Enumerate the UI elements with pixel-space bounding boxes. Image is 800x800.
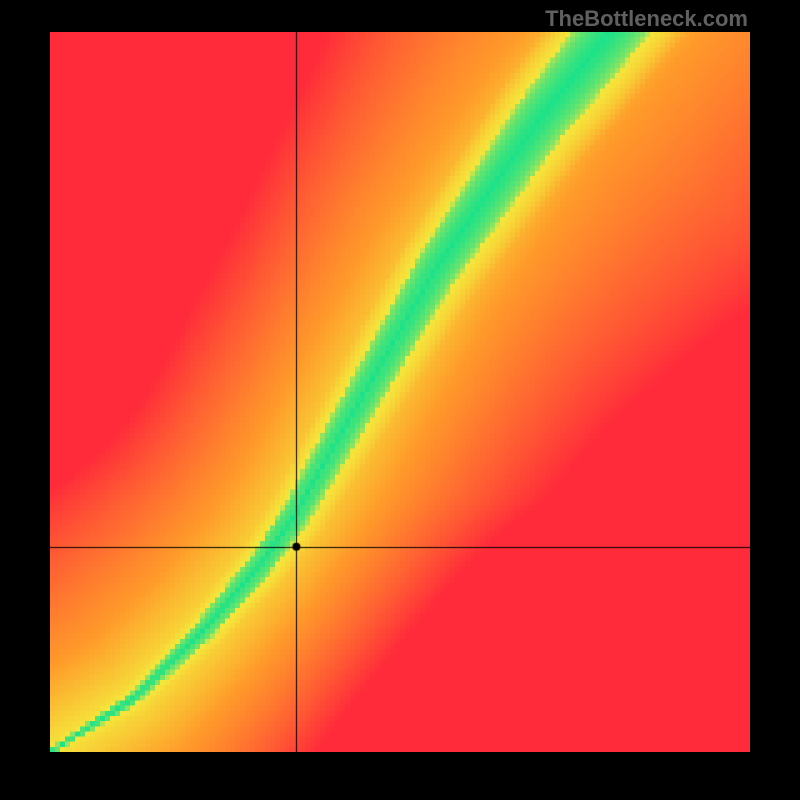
chart-container: TheBottleneck.com — [0, 0, 800, 800]
watermark-text: TheBottleneck.com — [545, 6, 748, 32]
bottleneck-heatmap — [50, 32, 750, 752]
